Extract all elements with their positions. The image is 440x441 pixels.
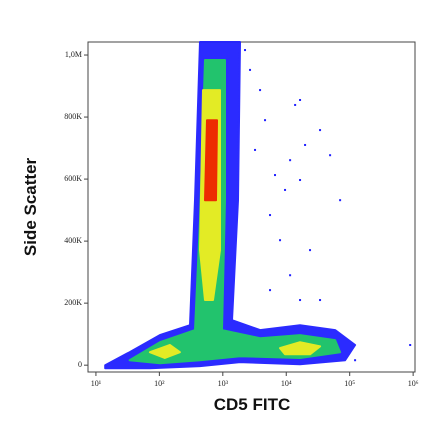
x-axis-title: CD5 FITC: [214, 395, 291, 414]
event-dot: [284, 188, 287, 191]
event-dot: [244, 49, 247, 52]
event-dot: [309, 249, 312, 252]
x-tick-label: 10⁶: [408, 379, 419, 388]
y-tick-label: 600K: [64, 174, 82, 183]
event-dot: [269, 289, 272, 292]
y-tick-label: 800K: [64, 112, 82, 121]
event-dot: [299, 179, 302, 182]
event-dot: [269, 214, 272, 217]
event-dot: [294, 103, 297, 106]
event-dot: [304, 143, 307, 146]
x-tick-label: 10²: [154, 379, 165, 388]
event-dot: [354, 359, 357, 362]
event-dot: [264, 119, 267, 122]
event-dot: [279, 239, 282, 242]
event-dot: [319, 129, 322, 132]
y-tick-label: 200K: [64, 298, 82, 307]
plot-frame: [87, 41, 416, 373]
density-region: [148, 344, 181, 359]
x-tick-label: 10³: [218, 379, 229, 388]
event-dot: [259, 89, 262, 92]
event-dot: [299, 98, 302, 101]
x-tick-label: 10⁴: [281, 379, 292, 388]
event-dot: [289, 159, 292, 162]
event-dot: [339, 199, 342, 202]
event-dot: [249, 68, 252, 71]
density-region: [204, 119, 218, 202]
y-tick-label: 1,0M: [65, 50, 82, 59]
density-region: [128, 59, 342, 365]
event-dot: [299, 299, 302, 302]
event-dot: [254, 148, 257, 151]
event-dot: [289, 274, 292, 277]
y-axis-title: Side Scatter: [21, 157, 40, 256]
density-region: [104, 41, 357, 370]
y-tick-label: 0: [78, 360, 82, 369]
event-dot: [274, 174, 277, 177]
event-dot: [319, 299, 322, 302]
event-dot: [409, 344, 412, 347]
event-dot: [329, 154, 332, 157]
density-region: [279, 341, 322, 356]
x-tick-label: 10¹: [91, 379, 102, 388]
x-tick-label: 10⁵: [344, 379, 355, 388]
y-tick-label: 400K: [64, 236, 82, 245]
